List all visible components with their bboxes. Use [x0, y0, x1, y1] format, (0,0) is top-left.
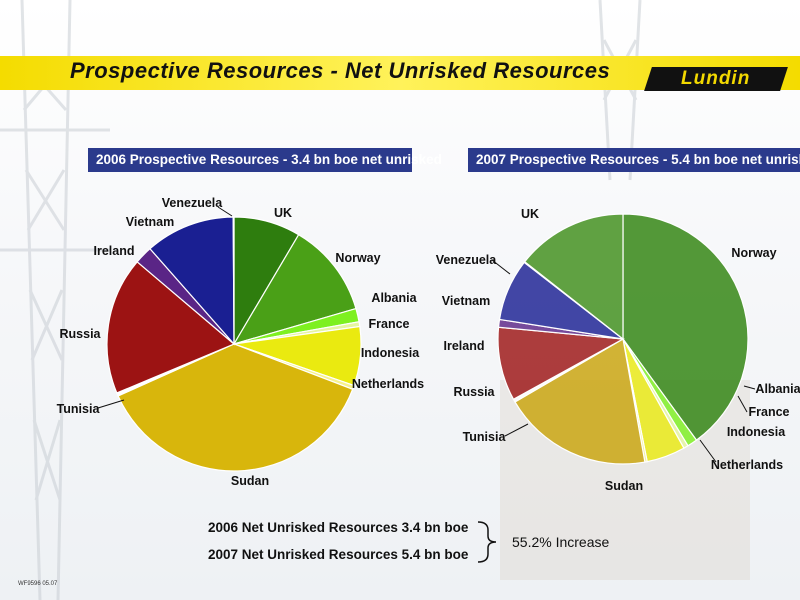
pie-slice-2006-russia — [106, 260, 236, 394]
leader-line-2007-france — [737, 395, 748, 413]
leader-line-2007-venezuela — [491, 259, 511, 275]
slice-label-2006-tunisia: Tunisia — [57, 402, 101, 416]
slice-label-2006-france: France — [369, 317, 410, 331]
leader-line-2006-venezuela — [217, 206, 233, 217]
slice-label-2006-netherlands: Netherlands — [352, 377, 424, 391]
chart-title-2007: 2007 Prospective Resources - 5.4 bn boe … — [468, 148, 800, 172]
leader-line-2006-tunisia — [97, 399, 125, 409]
slide-reference: WF9596 05.07 — [18, 581, 58, 587]
pie-slice-2006-venezuela — [232, 216, 235, 345]
slice-label-2007-indonesia: Indonesia — [727, 425, 786, 439]
pie-slice-2007-russia — [497, 326, 625, 401]
slice-label-2006-venezuela: Venezuela — [162, 196, 223, 210]
slice-label-2007-norway: Norway — [731, 246, 776, 260]
leader-line-2007-albania — [743, 385, 756, 390]
summary-2006: 2006 Net Unrisked Resources 3.4 bn boe — [208, 520, 469, 535]
slice-label-2007-ireland: Ireland — [444, 339, 485, 353]
slice-label-2006-norway: Norway — [335, 251, 380, 265]
slice-label-2007-uk: UK — [521, 207, 539, 221]
pie-chart-2006: UK Norway Albania France Indonesia Netherland… — [57, 196, 425, 488]
pie-slice-2007-uk — [523, 213, 624, 341]
summary-2007: 2007 Net Unrisked Resources 5.4 bn boe — [208, 547, 469, 562]
pie-chart-2007: Norway Albania France Indonesia Netherlands S… — [436, 207, 800, 493]
pie-slice-2007-norway — [622, 213, 749, 441]
summary-bracket — [477, 521, 497, 563]
pie-slice-2006-norway — [232, 233, 357, 345]
pie-slice-2006-sudan — [117, 343, 354, 472]
slice-label-2007-russia: Russia — [454, 385, 496, 399]
slice-label-2006-uk: UK — [274, 206, 292, 220]
slice-label-2006-sudan: Sudan — [231, 474, 269, 488]
leader-line-2007-tunisia — [504, 423, 529, 437]
slice-label-2007-venezuela: Venezuela — [436, 253, 497, 267]
page-title: Prospective Resources - Net Unrisked Res… — [70, 58, 611, 83]
slice-label-2006-ireland: Ireland — [94, 244, 135, 258]
slice-label-2006-albania: Albania — [371, 291, 417, 305]
slice-label-2007-vietnam: Vietnam — [442, 294, 490, 308]
slice-label-2006-russia: Russia — [60, 327, 102, 341]
slice-label-2007-albania: Albania — [755, 382, 800, 396]
slice-label-2006-vietnam: Vietnam — [126, 215, 174, 229]
slice-label-2007-france: France — [749, 405, 790, 419]
pie-slice-2007-sudan — [514, 338, 646, 465]
slice-label-2007-tunisia: Tunisia — [463, 430, 507, 444]
leader-line-2007-netherlands — [699, 439, 717, 463]
pie-slice-2006-vietnam — [149, 216, 235, 346]
chart-title-2006: 2006 Prospective Resources - 3.4 bn boe … — [88, 148, 442, 172]
slice-label-2007-sudan: Sudan — [605, 479, 643, 493]
summary-increase: 55.2% Increase — [512, 534, 610, 550]
slice-label-2006-indonesia: Indonesia — [361, 346, 420, 360]
slice-label-2007-netherlands: Netherlands — [711, 458, 783, 472]
